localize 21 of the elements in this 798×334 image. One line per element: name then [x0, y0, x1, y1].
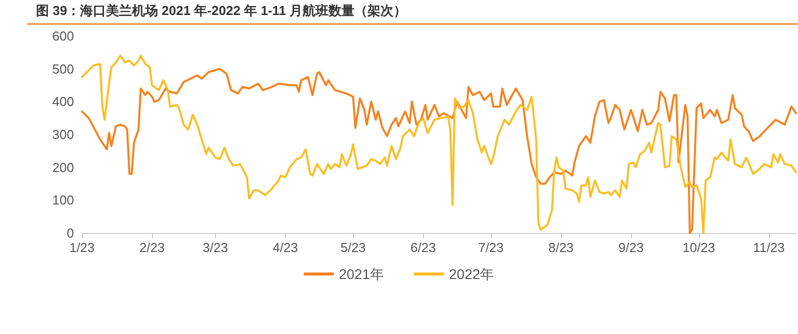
- x-tick-label: 3/23: [202, 240, 228, 255]
- y-tick-label: 200: [52, 160, 74, 175]
- chart-title: 图 39：海口美兰机场 2021 年-2022 年 1-11 月航班数量（架次）: [36, 2, 407, 20]
- legend-label: 2021年: [338, 266, 384, 282]
- legend-label: 2022年: [449, 266, 494, 282]
- x-tick-label: 9/23: [618, 240, 644, 255]
- x-tick-label: 1/23: [69, 240, 95, 255]
- y-tick-label: 300: [52, 127, 74, 142]
- y-tick-label: 0: [66, 226, 74, 240]
- x-tick-label: 10/23: [682, 240, 716, 255]
- y-tick-label: 600: [52, 28, 74, 44]
- x-tick-label: 11/23: [753, 240, 785, 255]
- x-tick-label: 6/23: [410, 240, 436, 255]
- x-tick-label: 4/23: [272, 240, 298, 255]
- x-tick-label: 7/23: [478, 240, 504, 255]
- x-tick-label: 2/23: [139, 240, 165, 255]
- y-tick-label: 400: [52, 94, 74, 110]
- x-tick-label: 8/23: [548, 240, 574, 255]
- y-tick-label: 100: [52, 192, 74, 208]
- y-tick-label: 500: [52, 61, 74, 76]
- x-tick-label: 5/23: [340, 240, 366, 255]
